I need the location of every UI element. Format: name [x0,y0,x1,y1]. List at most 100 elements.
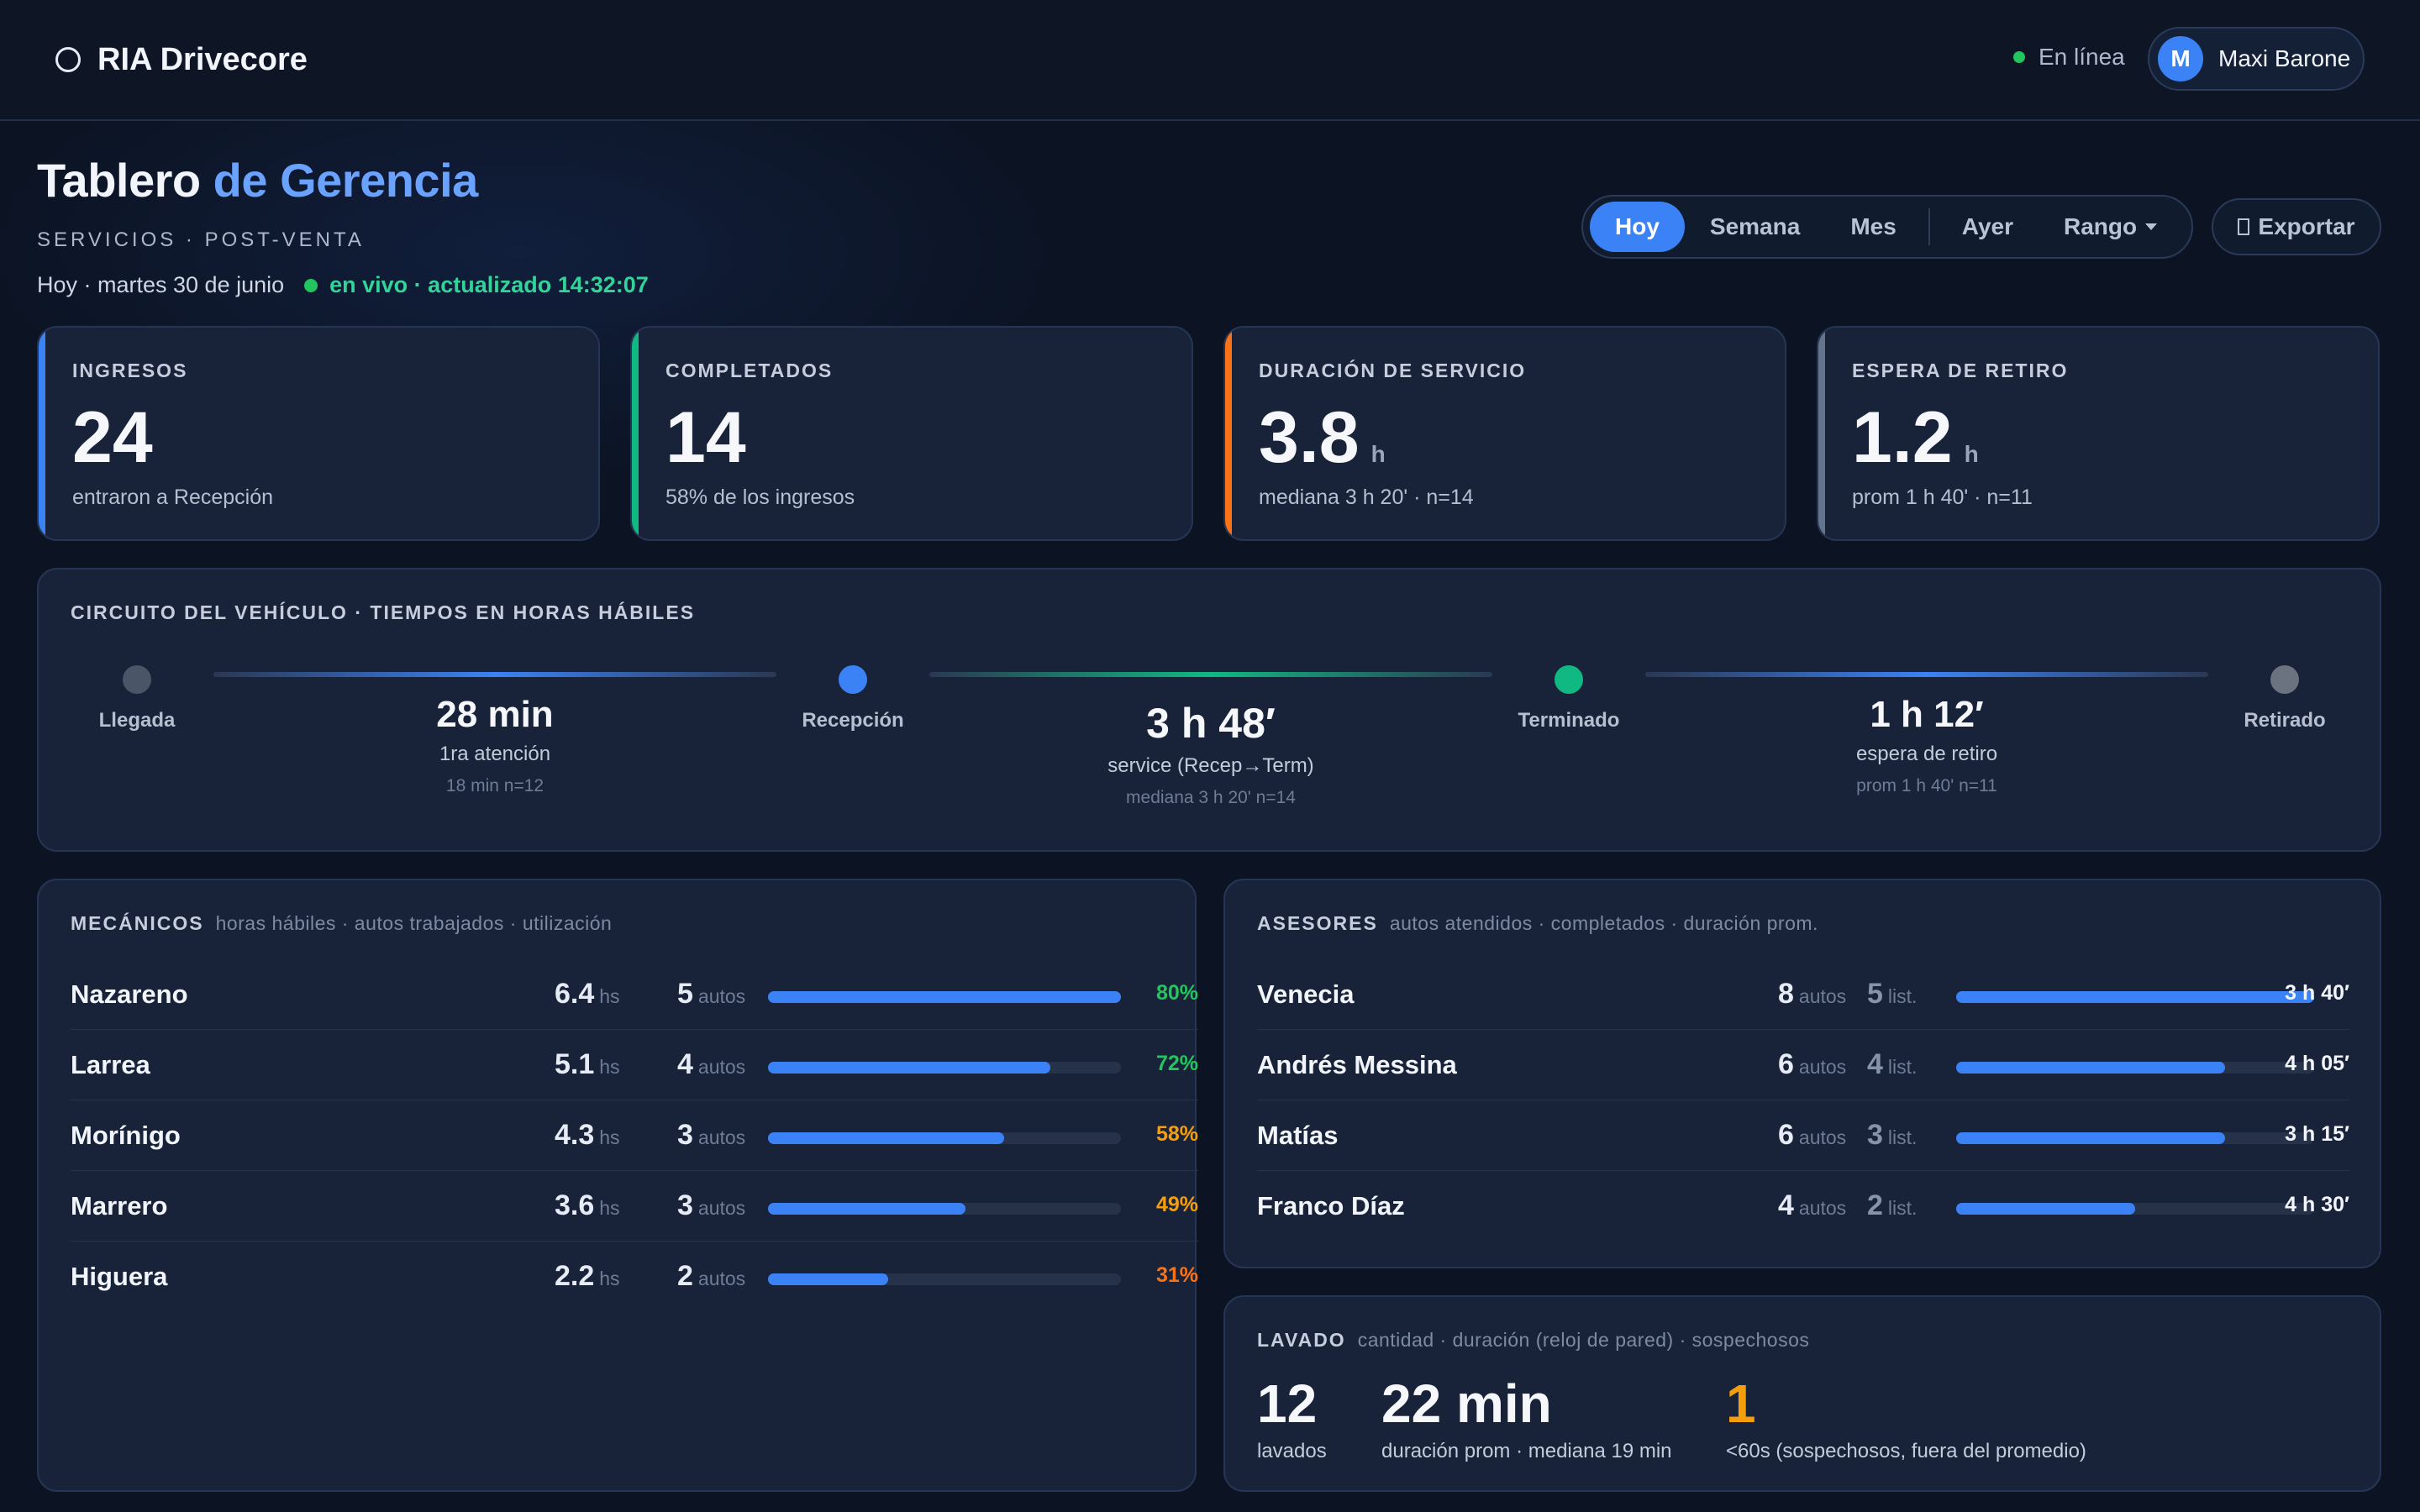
wash-count-label: lavados [1257,1440,1327,1462]
status-dot-icon [2013,51,2025,63]
mechanics-hint: horas hábiles · autos trabajados · utili… [215,912,613,934]
advisor-fill [1956,1132,2225,1144]
kpi-card-completados: COMPLETADOS 14 58% de los ingresos [630,326,1193,541]
kpi-number: 1.2 [1852,397,1953,478]
node-dot-icon [1555,665,1583,694]
kpi-value: 14 [666,396,758,480]
advisor-cars: 8 autos [1778,978,1846,1011]
brand[interactable]: RIA Drivecore [55,37,308,82]
tab-mes[interactable]: Mes [1850,213,1897,239]
advisor-bar [1956,991,2314,1003]
advisors-title-label: ASESORES [1257,912,1378,934]
cars-unit: autos [1798,1197,1847,1219]
kpi-accent [1225,328,1232,539]
utilization-bar [768,1062,1121,1074]
advisor-duration: 3 h 40′ [2285,981,2349,1005]
utilization-fill [768,1132,1005,1144]
wash-duration-label: duración prom · mediana 19 min [1381,1440,1672,1462]
node-label: Retirado [2244,709,2326,732]
hours-value: 4.3 [555,1119,595,1151]
cars-value: 2 [677,1260,693,1292]
page-subtitle: SERVICIOS · POST-VENTA [37,228,365,251]
tab-rango[interactable]: Rango [2039,202,2182,252]
advisor-row[interactable]: Venecia 8 autos 5 list. 3 h 40′ [1257,959,2349,1030]
advisor-cars: 4 autos [1778,1189,1846,1222]
kpi-number: 3.8 [1259,397,1360,478]
node-recepcion: Recepción [769,665,937,732]
segment-service: 3 h 48′ service (Recep→Term) mediana 3 h… [959,699,1463,808]
advisor-cars: 6 autos [1778,1048,1846,1081]
tab-hoy[interactable]: Hoy [1590,202,1685,252]
kpi-note: prom 1 h 40' · n=11 [1852,486,2033,509]
mechanics-panel: MECÁNICOS horas hábiles · autos trabajado… [37,879,1198,1492]
node-dot-icon [839,665,867,694]
app-name: RIA Drivecore [97,41,308,77]
advisor-row[interactable]: Matías 6 autos 3 list. 3 h 15′ [1257,1100,2349,1171]
hours-value: 3.6 [555,1189,595,1221]
utilization-bar [768,1203,1121,1215]
current-date: Hoy · martes 30 de junio [37,272,285,297]
hours-unit: hs [599,1126,620,1148]
utilization-pct: 58% [1155,1122,1198,1146]
kpi-note: mediana 3 h 20' · n=14 [1259,486,1474,509]
advisor-bar [1956,1062,2314,1074]
mechanic-name: Marrero [71,1191,168,1221]
utilization-bar [768,1273,1121,1285]
advisor-name: Andrés Messina [1257,1050,1457,1079]
node-retirado: Retirado [2201,665,2369,732]
kpi-unit: h [1370,441,1386,467]
cars-value: 3 [677,1189,693,1221]
wash-suspicious: 1 [1726,1373,1756,1434]
node-dot-icon [2270,665,2299,694]
document-icon [2238,218,2250,235]
hours-value: 5.1 [555,1048,595,1080]
node-label: Llegada [98,709,176,732]
advisor-row[interactable]: Franco Díaz 4 autos 2 list. 4 h 30′ [1257,1171,2349,1242]
mechanic-row[interactable]: Marrero 3.6 hs 3 autos 49% [71,1171,1198,1242]
title-main: Tablero [37,154,213,207]
cars-value: 4 [1778,1189,1794,1221]
utilization-pct: 49% [1155,1193,1198,1216]
kpi-label: COMPLETADOS [666,360,834,381]
advisor-duration: 4 h 30′ [2285,1193,2349,1216]
kpi-card-espera: ESPERA DE RETIRO 1.2 h prom 1 h 40' · n=1… [1817,326,2380,541]
mechanic-hours: 3.6 hs [555,1189,620,1222]
mechanic-row[interactable]: Higuera 2.2 hs 2 autos 31% [71,1242,1198,1312]
advisor-row[interactable]: Andrés Messina 6 autos 4 list. 4 h 05′ [1257,1030,2349,1100]
live-dot-icon [304,278,318,292]
user-menu[interactable]: M Maxi Barone [2148,27,2365,91]
advisors-panel: ASESORES autos atendidos · completados · … [1223,879,2381,1268]
cars-value: 6 [1778,1048,1794,1080]
chevron-down-icon [2145,223,2158,230]
utilization-fill [768,1273,888,1285]
kpi-number: 24 [72,397,153,478]
utilization-pct: 31% [1155,1263,1198,1287]
node-terminado: Terminado [1485,665,1653,732]
mechanic-name: Higuera [71,1262,168,1291]
utilization-fill [768,991,1121,1003]
mechanic-row[interactable]: Nazareno 6.4 hs 5 autos 80% [71,959,1198,1030]
cars-unit: autos [697,1268,746,1289]
done-value: 4 [1867,1048,1883,1080]
mechanic-row[interactable]: Morínigo 4.3 hs 3 autos 58% [71,1100,1198,1171]
export-label: Exportar [2258,213,2355,239]
kpi-number: 14 [666,397,746,478]
mechanic-row[interactable]: Larrea 5.1 hs 4 autos 72% [71,1030,1198,1100]
advisor-done: 3 list. [1867,1119,1917,1152]
export-button[interactable]: Exportar [2212,198,2381,255]
date-line: Hoy · martes 30 de junio en vivo · actua… [37,272,649,298]
advisor-done: 5 list. [1867,978,1917,1011]
segment-stats: prom 1 h 40' n=11 [1856,776,1997,795]
utilization-bar [768,1132,1121,1144]
tab-ayer[interactable]: Ayer [1961,213,2014,239]
wash-suspicious-label: <60s (sospechosos, fuera del promedio) [1726,1440,2086,1462]
wash-hint: cantidad · duración (reloj de pared) · s… [1357,1329,1810,1351]
advisor-fill [1956,1062,2225,1074]
done-unit: list. [1887,1197,1918,1219]
advisor-duration: 4 h 05′ [2285,1052,2349,1075]
mechanic-cars: 3 autos [677,1119,745,1152]
hours-unit: hs [599,1268,620,1289]
tab-semana[interactable]: Semana [1709,213,1801,239]
done-value: 5 [1867,978,1883,1010]
cars-value: 5 [677,978,693,1010]
